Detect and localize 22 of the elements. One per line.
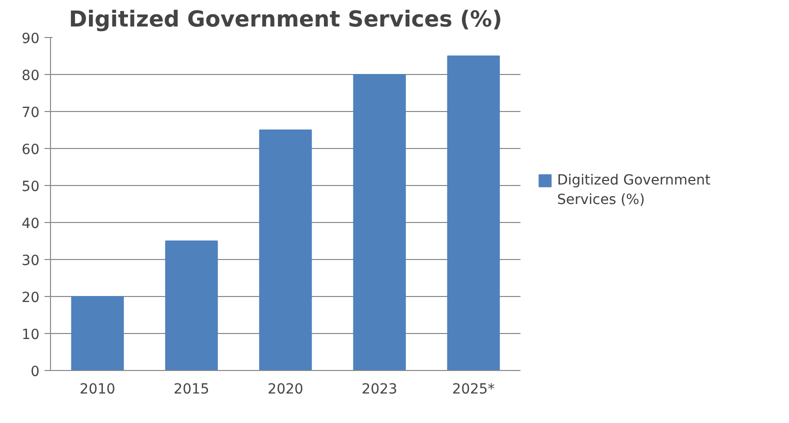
bar	[353, 74, 406, 370]
chart-title: Digitized Government Services (%)	[68, 8, 502, 32]
y-tick-label: 60	[22, 142, 40, 158]
bar	[71, 296, 124, 370]
x-tick-label: 2010	[80, 382, 116, 398]
y-tick-label: 0	[30, 364, 40, 380]
x-tick-label: 2020	[268, 382, 304, 398]
y-tick-label: 40	[22, 216, 40, 232]
y-tick-label: 90	[22, 31, 40, 47]
y-tick-label: 10	[22, 327, 40, 343]
y-tick-label: 50	[22, 179, 40, 195]
y-tick-label: 70	[22, 105, 40, 121]
y-tick-label: 30	[22, 253, 40, 269]
legend-label: Digitized Government Services (%)	[557, 172, 712, 208]
x-tick-label: 2025*	[452, 382, 495, 398]
bar	[165, 240, 218, 370]
bar	[447, 56, 500, 370]
y-tick-label: 80	[22, 68, 40, 84]
x-tick-label: 2015	[174, 382, 210, 398]
bar	[259, 130, 312, 370]
x-tick-label: 2023	[362, 382, 398, 398]
y-tick-label: 20	[22, 290, 40, 306]
